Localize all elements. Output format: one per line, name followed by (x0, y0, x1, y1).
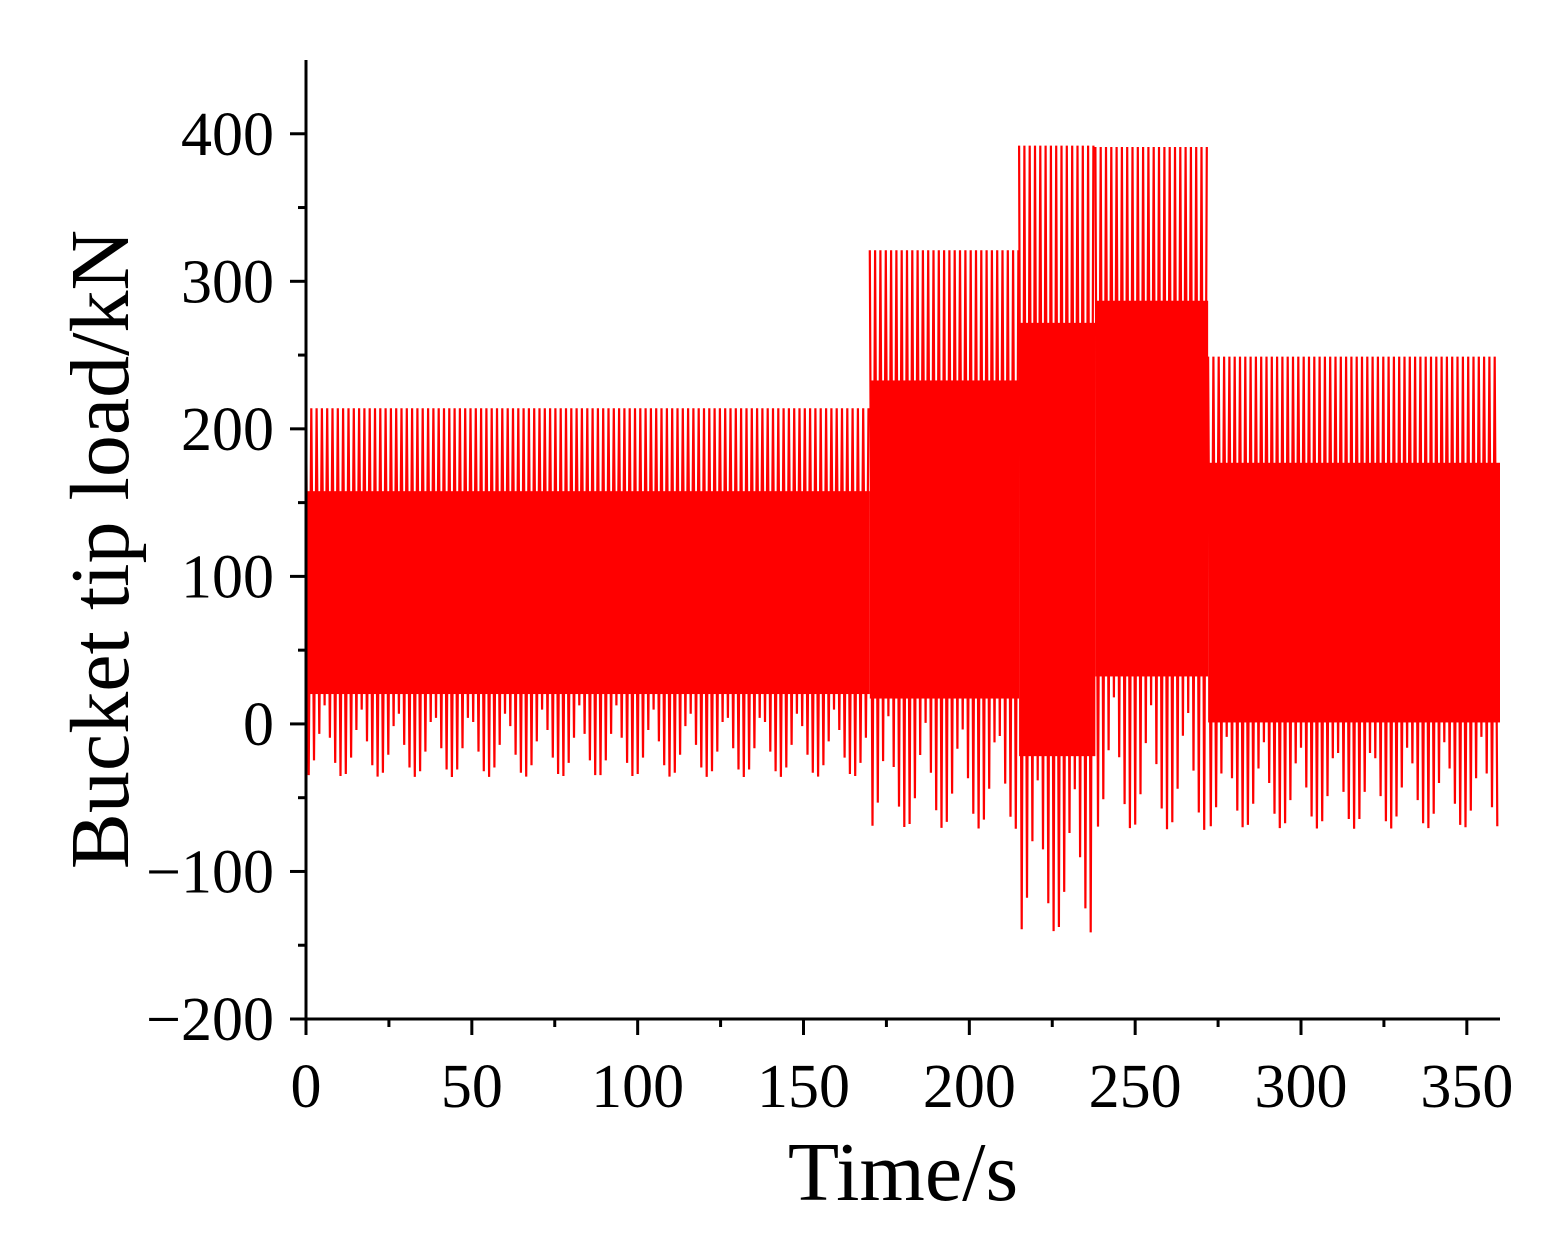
series-core-4 (1095, 300, 1209, 677)
y-tick-label: 300 (181, 248, 274, 316)
series-segment-4 (1094, 146, 1208, 830)
x-tick-label: 100 (591, 1053, 684, 1121)
y-tick-label: 100 (181, 543, 274, 611)
y-tick-label: 400 (181, 101, 274, 169)
y-axis-title: Bucket tip load/kN (54, 230, 147, 869)
ticks: 0 50 100 150 200 250 300 350 −200 −100 0 100 200 300 4… (146, 101, 1513, 1121)
y-tick-label: −100 (146, 838, 274, 906)
x-tick-label: 50 (441, 1053, 503, 1121)
x-tick-label: 200 (923, 1053, 1016, 1121)
x-tick-label: 300 (1255, 1053, 1348, 1121)
y-tick-label: 200 (181, 396, 274, 464)
x-tick-label: 150 (757, 1053, 850, 1121)
series-core-2 (869, 380, 1020, 699)
y-tick-label: 0 (243, 691, 274, 759)
x-tick-label: 350 (1420, 1053, 1513, 1121)
series-layer (304, 145, 1500, 933)
series-core-3 (1019, 322, 1096, 757)
x-axis-title: Time/s (788, 1126, 1018, 1219)
y-tick-label: −200 (146, 986, 274, 1054)
x-tick-label: 250 (1089, 1053, 1182, 1121)
x-tick-label: 0 (291, 1053, 322, 1121)
series-core-1 (306, 491, 870, 695)
series-core-5 (1208, 462, 1500, 723)
